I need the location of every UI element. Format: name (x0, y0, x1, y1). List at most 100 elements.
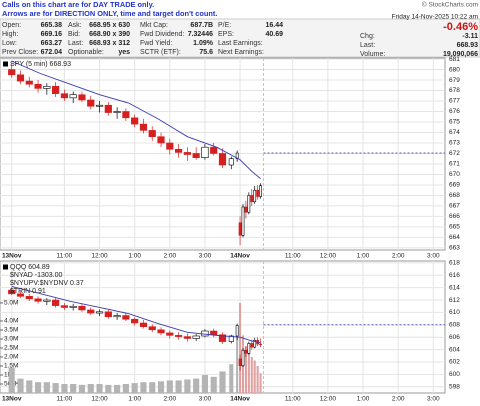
x-tick-label: 11:00 (285, 253, 301, 260)
candle-body (235, 152, 239, 160)
y-tick-label: 606 (449, 334, 460, 341)
candle-body (253, 189, 257, 203)
candle-body (238, 222, 242, 236)
volume-bar (239, 302, 242, 393)
x-tick-label: 3:00 (427, 396, 440, 403)
x-tick-label: 13Nov (2, 396, 22, 403)
x-tick-label: 3:00 (199, 396, 212, 403)
volume-bar (236, 331, 239, 393)
candle-body (34, 298, 42, 302)
x-tick-label: 12:00 (320, 253, 337, 260)
volume-bar (166, 380, 173, 393)
candle-body (259, 343, 262, 346)
y-tick-label: 669 (449, 182, 460, 189)
candle-body (60, 93, 69, 99)
candle-body (78, 305, 86, 311)
candle-body (104, 311, 112, 318)
quote-label: Last: (68, 40, 83, 47)
candle-body (228, 335, 234, 342)
candle-body (52, 86, 60, 94)
volume-bar (105, 384, 112, 393)
volume-bar (229, 364, 234, 393)
candle-body (157, 136, 165, 144)
volume-bar (17, 378, 24, 393)
volume-bar (78, 384, 86, 393)
y-tick-label: 614 (449, 284, 460, 291)
y-tick-label: 667 (449, 203, 460, 210)
volume-bar (87, 383, 94, 393)
volume-bar (140, 382, 147, 393)
candle-body (250, 343, 254, 348)
candle-body (235, 325, 239, 337)
y2-tick-label: 3.0M (4, 336, 18, 343)
y-tick-label: 608 (449, 322, 460, 329)
volume-bar (250, 356, 253, 393)
candle-body (256, 189, 260, 197)
stat-value: 19,090,066 (443, 51, 478, 58)
quote-value: 668.90 x 390 (89, 31, 130, 38)
candle-body (87, 99, 95, 107)
stat-label: Last: (360, 42, 375, 49)
candle-body (139, 123, 148, 131)
volume-bar (253, 360, 256, 393)
candle-body (174, 335, 183, 337)
volume-bar (219, 371, 226, 393)
quote-value: 7.32446 (188, 31, 213, 38)
candle-body (210, 146, 218, 154)
y2-tick-label: 2.5M (4, 345, 18, 352)
x-tick-label: 1:00 (357, 253, 370, 260)
y-tick-label: 666 (449, 213, 460, 220)
y-tick-label: 674 (449, 129, 460, 136)
candle-body (113, 111, 121, 113)
candle-body (259, 185, 262, 197)
x-tick-label: 3:00 (427, 253, 440, 260)
candle-body (250, 195, 254, 203)
quote-label: Fwd Yield: (140, 40, 172, 47)
candle-body (78, 94, 86, 101)
y-tick-label: 665 (449, 224, 460, 231)
annotation: $NYAD -1303.00 (10, 272, 63, 279)
x-tick-label: 2:00 (163, 253, 176, 260)
quote-value: 669.16 (41, 31, 63, 38)
x-tick-label: 1:00 (128, 396, 141, 403)
volume-bar (259, 373, 262, 393)
quote-value: 663.27 (41, 40, 63, 47)
candle-body (87, 309, 95, 314)
candle-body (238, 358, 242, 367)
y-tick-label: 663 (449, 245, 460, 252)
volume-bar (247, 353, 250, 393)
volume-bar (8, 367, 15, 393)
y-tick-label: 604 (449, 346, 460, 353)
quote-label: Prev Close: (2, 49, 38, 56)
x-tick-label: 1:00 (128, 253, 141, 260)
volume-bar (96, 383, 103, 393)
datetime: Friday 14-Nov-2025 10:22 am (392, 14, 478, 21)
quote-value: 672.04 (41, 49, 63, 56)
y-tick-label: 602 (449, 359, 460, 366)
y-tick-label: 673 (449, 140, 460, 147)
notice: Arrows are for DIRECTION ONLY, time and … (2, 9, 217, 18)
x-tick-label: 3:00 (199, 253, 212, 260)
candle-body (183, 152, 191, 155)
change-pct: -0.46% (443, 21, 478, 33)
volume-bar (210, 376, 217, 393)
candle-body (25, 296, 33, 300)
x-tick-label: 2:00 (163, 396, 176, 403)
candle-body (25, 80, 33, 85)
volume-bar (149, 382, 156, 393)
y-tick-label: 676 (449, 108, 460, 115)
candle-body (192, 335, 200, 339)
quote-label: Low: (2, 40, 17, 47)
volume-bar (122, 383, 129, 393)
candle-body (139, 322, 148, 327)
candle-body (16, 74, 25, 82)
x-tick-label: 2:00 (392, 396, 405, 403)
y-tick-label: 671 (449, 161, 460, 168)
quote-value: yes (118, 49, 130, 56)
y2-tick-label: 4.0M (4, 318, 18, 325)
y-tick-label: 681 (449, 56, 460, 63)
legend-swatch (3, 61, 8, 67)
candle-body (69, 305, 77, 308)
volume-bar (256, 365, 259, 393)
